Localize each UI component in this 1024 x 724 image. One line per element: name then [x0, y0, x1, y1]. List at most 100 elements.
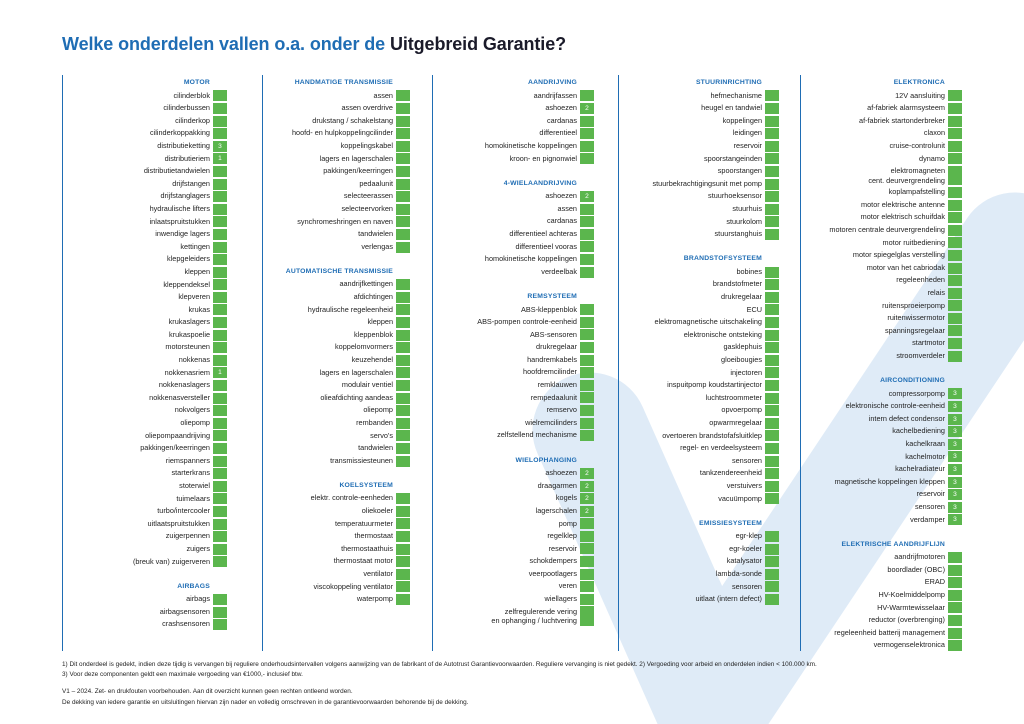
list-item: homokinetische koppelingen	[434, 140, 594, 153]
coverage-box	[948, 338, 962, 350]
coverage-box	[765, 279, 779, 291]
list-item: koplampafstelling	[802, 186, 962, 199]
item-label: intern defect condensor	[802, 413, 948, 426]
list-item: drukregelaar	[434, 341, 594, 354]
list-item: brandstofmeter	[620, 278, 779, 291]
list-item: kogels 2	[434, 492, 594, 505]
item-label-line: spoorstangeinden	[703, 153, 762, 163]
item-label: selecteervorken	[264, 203, 396, 216]
list-item: tuimelaars	[64, 493, 227, 506]
item-label: verstuivers	[620, 480, 765, 493]
footnote-marker: 3	[953, 428, 957, 436]
item-label-line: reservoir	[916, 489, 945, 499]
item-label-line: ruitensproeierpomp	[882, 300, 945, 310]
column-divider	[432, 75, 434, 651]
list-item: distributieketting 3	[64, 140, 227, 153]
item-label-line: HV-Warmtewisselaar	[877, 602, 945, 612]
section-header: ELEKTRISCHE AANDRIJFLIJN	[841, 540, 945, 548]
item-label-line: elektronische controle-eenheid	[845, 401, 945, 411]
coverage-box	[580, 430, 594, 442]
coverage-box	[765, 430, 779, 442]
list-item: modulair ventiel	[264, 379, 410, 392]
item-label: krukaslagers	[64, 316, 213, 329]
item-label: HV-Koelmiddelpomp	[802, 589, 948, 602]
item-label-line: elektromagnetische uitschakeling	[654, 317, 763, 327]
footnote-marker: 2	[585, 469, 589, 477]
item-label-line: motor van het cabriodak	[866, 262, 945, 272]
item-label-line: zelfregulerende vering	[504, 606, 577, 616]
item-label-line: remservo	[546, 405, 577, 415]
item-label-line: airbagsensoren	[159, 606, 210, 616]
coverage-box	[396, 543, 410, 555]
item-label-line: motor elektrische antenne	[861, 199, 945, 209]
item-label: reservoir	[802, 488, 948, 501]
list-item: assen overdrive	[264, 102, 410, 115]
list-item: elektronische ontsteking	[620, 329, 779, 342]
item-label: HV-Warmtewisselaar	[802, 602, 948, 615]
coverage-box	[765, 165, 779, 177]
coverage-box	[765, 191, 779, 203]
item-label: kleppen	[264, 316, 396, 329]
coverage-box	[396, 115, 410, 127]
list-item: bobines	[620, 266, 779, 279]
item-label-line: kachelkraan	[905, 438, 945, 448]
item-label: viscokoppeling ventilator	[264, 581, 396, 594]
item-label: inspuitpomp koudstartinjector	[620, 379, 765, 392]
item-label-line: keuzehendel	[351, 354, 393, 364]
coverage-box: 3	[948, 400, 962, 412]
item-label: nokkenas	[64, 354, 213, 367]
item-label: hydraulische lifters	[64, 203, 213, 216]
coverage-box	[948, 325, 962, 337]
item-label: oliepomp	[264, 404, 396, 417]
coverage-box: 1	[213, 367, 227, 379]
item-label-line: veren	[558, 581, 577, 591]
coverage-box	[580, 128, 594, 140]
list-item: koppelingskabel	[264, 140, 410, 153]
list-item: boordlader (OBC)	[802, 564, 962, 577]
list-item: klepveren	[64, 291, 227, 304]
coverage-box	[948, 312, 962, 324]
coverage-box	[396, 505, 410, 517]
coverage-box	[396, 556, 410, 568]
item-label: elektronische ontsteking	[620, 329, 765, 342]
coverage-box	[396, 342, 410, 354]
item-label: regeleenheden	[802, 274, 948, 287]
footnote-marker: 3	[953, 491, 957, 499]
item-label: ventilator	[264, 568, 396, 581]
section-stuurinrichting: STUURINRICHTING hefmechanisme heugel en ta…	[620, 77, 779, 241]
item-label-line: stuurbekrachtigingsunit met pomp	[652, 178, 762, 188]
item-label-line: inwendige lagers	[155, 229, 210, 239]
item-label: kogels	[434, 492, 580, 505]
coverage-box	[396, 430, 410, 442]
list-item: airbagsensoren	[64, 606, 227, 619]
item-label: distributietandwielen	[64, 165, 213, 178]
item-label: klepveren	[64, 291, 213, 304]
coverage-box	[580, 216, 594, 228]
coverage-box	[765, 568, 779, 580]
list-item: kleppen	[64, 266, 227, 279]
item-label: injectoren	[620, 367, 765, 380]
list-item: ERAD	[802, 576, 962, 589]
item-label: overtoeren brandstofafsluitklep	[620, 430, 765, 443]
item-label: starterkrans	[64, 467, 213, 480]
item-label-line: cardanas	[546, 115, 577, 125]
coverage-box: 3	[948, 388, 962, 400]
item-label: thermostaat motor	[264, 555, 396, 568]
coverage-box: 3	[948, 514, 962, 526]
item-label: lagers en lagerschalen	[264, 367, 396, 380]
footnote-marker: 2	[585, 482, 589, 490]
list-item: reservoir	[434, 543, 594, 556]
list-item: motorsteunen	[64, 341, 227, 354]
item-label: gloeibougies	[620, 354, 765, 367]
section-remsysteem: REMSYSTEEM ABS-kleppenblok ABS-pompen cont…	[434, 291, 594, 442]
coverage-box	[948, 577, 962, 589]
list-item: assen	[434, 203, 594, 216]
list-item: pedaalunit	[264, 178, 410, 191]
list-item: distributieriem 1	[64, 153, 227, 166]
item-label-line: tandwielen	[358, 229, 393, 239]
item-label-line: hoofd- en hulpkoppelingcilinder	[291, 128, 393, 138]
list-item: regeleenheden	[802, 274, 962, 287]
list-item: zelfregulerende vering en ophanging / luc…	[434, 606, 594, 627]
item-label: luchtstroommeter	[620, 392, 765, 405]
coverage-box	[213, 128, 227, 140]
